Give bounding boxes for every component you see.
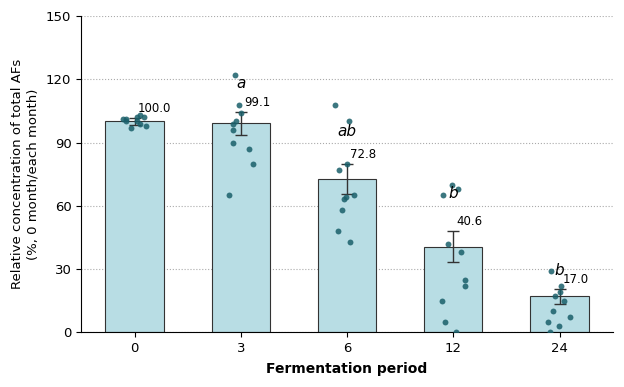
Point [554, 323, 564, 329]
Text: ab: ab [338, 124, 356, 139]
Point [558, 298, 568, 304]
Point [447, 182, 457, 188]
Point [135, 120, 145, 127]
Point [119, 116, 129, 122]
Point [333, 228, 343, 234]
Bar [424, 247, 482, 332]
Point [234, 101, 244, 108]
Point [132, 114, 142, 120]
Bar [530, 296, 588, 332]
Point [460, 283, 470, 289]
Point [440, 319, 450, 325]
Point [121, 118, 131, 125]
Point [231, 118, 241, 125]
Point [545, 329, 555, 335]
Point [555, 289, 565, 295]
Point [460, 276, 470, 283]
Text: 40.6: 40.6 [456, 215, 482, 228]
Point [121, 116, 131, 122]
Point [223, 192, 233, 198]
Point [135, 112, 145, 118]
Point [349, 192, 359, 198]
Point [344, 118, 354, 125]
Point [543, 319, 553, 325]
Bar [105, 122, 163, 332]
Point [139, 114, 149, 120]
Point [337, 207, 347, 213]
Text: b: b [449, 187, 458, 201]
Point [438, 192, 448, 198]
Point [343, 161, 353, 167]
Point [248, 161, 258, 167]
Text: b: b [555, 264, 564, 279]
Text: 72.8: 72.8 [350, 148, 376, 161]
Point [228, 127, 238, 133]
Point [236, 110, 246, 116]
Point [456, 249, 466, 255]
Point [437, 298, 447, 304]
Point [230, 72, 240, 78]
Point [550, 293, 560, 300]
Point [339, 196, 349, 202]
Y-axis label: Relative concentration of total AFs
(%, 0 month/each month): Relative concentration of total AFs (%, … [11, 59, 39, 289]
Point [451, 329, 461, 335]
Point [228, 120, 238, 127]
Point [556, 283, 566, 289]
Point [228, 139, 238, 146]
Bar [212, 123, 270, 332]
Point [244, 146, 254, 152]
Point [565, 314, 575, 320]
Text: 17.0: 17.0 [563, 273, 589, 286]
Text: 100.0: 100.0 [138, 102, 171, 115]
Point [126, 125, 136, 131]
Bar [318, 179, 376, 332]
Point [132, 118, 142, 125]
Text: 99.1: 99.1 [244, 96, 270, 109]
Point [141, 123, 151, 129]
Point [345, 238, 355, 245]
Text: a: a [236, 76, 245, 91]
Point [453, 186, 463, 192]
X-axis label: Fermentation period: Fermentation period [266, 362, 427, 376]
Point [334, 167, 344, 173]
Point [443, 241, 453, 247]
Point [547, 268, 557, 274]
Point [548, 308, 558, 314]
Point [341, 194, 351, 200]
Point [331, 101, 341, 108]
